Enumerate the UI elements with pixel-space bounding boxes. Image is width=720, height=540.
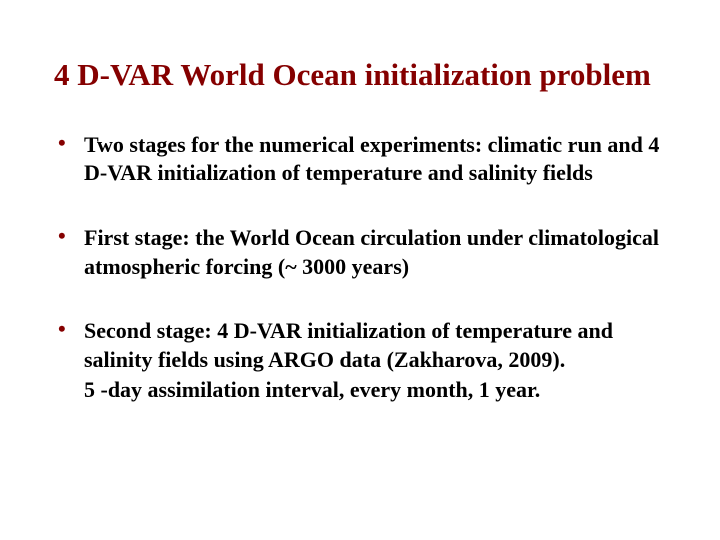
bullet-text: First stage: the World Ocean circulation… [84,224,666,281]
bullet-text: Second stage: 4 D-VAR initialization of … [84,317,666,374]
slide: 4 D-VAR World Ocean initialization probl… [0,0,720,540]
list-item: Two stages for the numerical experiments… [54,131,666,188]
slide-title: 4 D-VAR World Ocean initialization probl… [54,56,666,95]
list-item: Second stage: 4 D-VAR initialization of … [54,317,666,405]
list-item: First stage: the World Ocean circulation… [54,224,666,281]
bullet-text: Two stages for the numerical experiments… [84,131,666,188]
bullet-subtext: 5 -day assimilation interval, every mont… [84,376,666,405]
bullet-list: Two stages for the numerical experiments… [54,131,666,405]
